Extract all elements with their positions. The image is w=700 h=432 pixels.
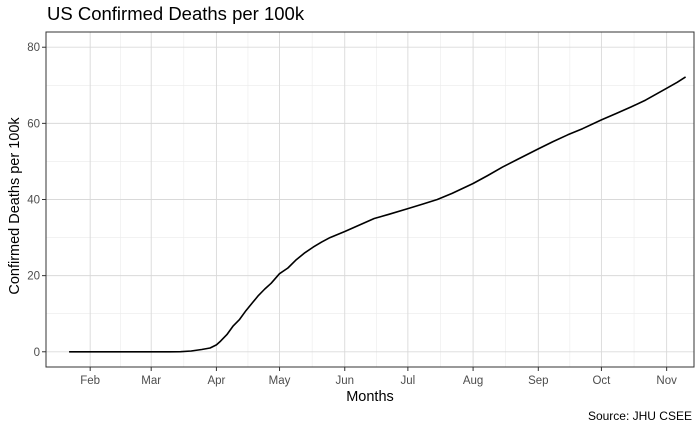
x-axis-ticks: Feb Mar Apr May Jun Jul Aug Sep Oct Nov: [80, 367, 677, 387]
x-axis-label: Months: [346, 389, 394, 405]
x-tick-label: Jul: [401, 375, 416, 387]
major-gridlines: [46, 32, 694, 367]
series-line: [69, 76, 687, 353]
y-tick-label: 60: [27, 118, 40, 130]
y-tick-label: 80: [27, 42, 40, 54]
y-tick-label: 40: [27, 195, 40, 207]
source-caption: Source: JHU CSEE: [587, 409, 692, 423]
x-tick-label: May: [269, 375, 291, 387]
x-tick-label: Apr: [207, 375, 225, 387]
x-tick-label: Aug: [463, 375, 483, 387]
y-axis-ticks: 0 20 40 60 80: [27, 42, 46, 359]
y-tick-label: 0: [34, 347, 40, 359]
x-tick-label: Nov: [656, 375, 677, 387]
x-tick-label: Mar: [141, 375, 161, 387]
y-axis-label: Confirmed Deaths per 100k: [7, 117, 23, 295]
series-layer: [69, 76, 687, 353]
x-tick-label: Oct: [592, 375, 611, 387]
x-tick-label: Jun: [335, 375, 354, 387]
chart-title: US Confirmed Deaths per 100k: [47, 3, 305, 24]
y-tick-label: 20: [27, 271, 40, 283]
x-tick-label: Feb: [80, 375, 100, 387]
x-tick-label: Sep: [528, 375, 548, 387]
